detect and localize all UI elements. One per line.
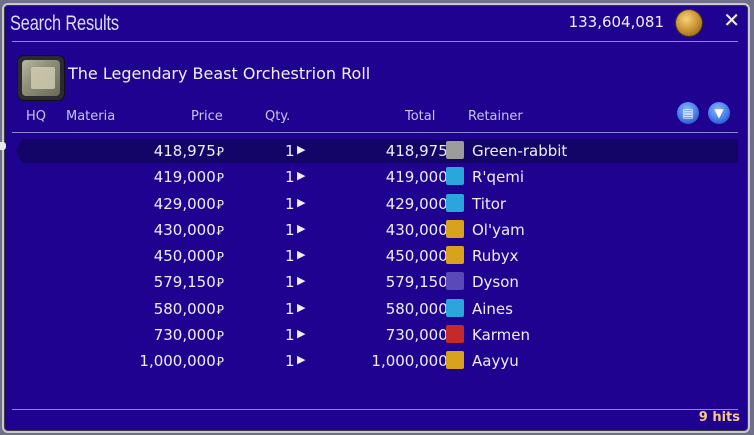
qty-cell: 1 xyxy=(285,220,295,239)
crest-icon xyxy=(446,219,464,238)
qty-cell: 1 xyxy=(285,273,295,292)
header-qty[interactable]: Qty. xyxy=(265,109,291,124)
retainer-name: Ol'yam xyxy=(472,220,525,239)
ship-icon xyxy=(446,325,464,344)
shield-icon xyxy=(446,272,464,291)
play-arrow-icon: ▶ xyxy=(297,300,306,314)
qty-cell: 1 xyxy=(285,352,295,371)
crest-icon xyxy=(446,351,464,370)
tower-icon xyxy=(446,167,464,186)
retainer-name: R'qemi xyxy=(472,168,525,187)
tower-icon xyxy=(446,298,464,317)
listing-row[interactable]: 1,000,000Ꝑ 1 ▶ 1,000,000Ꝑ Aayyu xyxy=(4,348,748,374)
retainer-name: Aayyu xyxy=(472,352,519,371)
listing-row[interactable]: 579,150Ꝑ 1 ▶ 579,150Ꝑ Dyson xyxy=(4,269,748,295)
close-button[interactable]: ✕ xyxy=(723,8,740,32)
play-arrow-icon: ▶ xyxy=(297,353,306,367)
price-cell: 1,000,000Ꝑ xyxy=(139,352,224,371)
retainer-name: Dyson xyxy=(472,273,519,292)
title-divider xyxy=(12,41,738,42)
crest-icon xyxy=(446,246,464,265)
play-arrow-icon: ▶ xyxy=(297,169,306,183)
play-arrow-icon: ▶ xyxy=(297,195,306,209)
listing-row[interactable]: 430,000Ꝑ 1 ▶ 430,000Ꝑ Ol'yam xyxy=(4,217,748,243)
price-cell: 418,975Ꝑ xyxy=(153,142,224,160)
total-cell: 1,000,000Ꝑ xyxy=(371,352,456,371)
qty-cell: 1 xyxy=(285,326,295,345)
header-total[interactable]: Total xyxy=(405,109,436,124)
retainer-name: Titor xyxy=(472,194,507,213)
qty-cell: 1 xyxy=(285,142,295,160)
listing-row[interactable]: 580,000Ꝑ 1 ▶ 580,000Ꝑ Aines xyxy=(4,296,748,322)
price-cell: 419,000Ꝑ xyxy=(153,168,224,187)
header-price[interactable]: Price xyxy=(191,109,223,124)
gil-balance: 133,604,081 xyxy=(568,13,664,31)
item-name: The Legendary Beast Orchestrion Roll xyxy=(68,64,371,83)
price-cell: 730,000Ꝑ xyxy=(153,326,224,345)
footer-divider xyxy=(12,409,738,410)
listing-row[interactable]: 429,000Ꝑ 1 ▶ 429,000Ꝑ Titor xyxy=(4,191,748,217)
titlebar: Search Results 133,604,081 ✕ xyxy=(4,5,748,41)
qty-cell: 1 xyxy=(285,168,295,187)
selection-cursor-icon xyxy=(0,142,6,150)
play-arrow-icon: ▶ xyxy=(297,248,306,262)
price-cell: 430,000Ꝑ xyxy=(153,220,224,239)
retainer-name: Karmen xyxy=(472,326,531,345)
filter-icon[interactable]: ▼ xyxy=(708,102,730,124)
qty-cell: 1 xyxy=(285,247,295,266)
qty-cell: 1 xyxy=(285,194,295,213)
play-arrow-icon: ▶ xyxy=(297,143,306,156)
list-view-icon[interactable]: ▤ xyxy=(677,102,699,124)
header-retainer[interactable]: Retainer xyxy=(468,109,523,124)
price-cell: 429,000Ꝑ xyxy=(153,194,224,213)
header-hq[interactable]: HQ xyxy=(26,109,47,124)
qty-cell: 1 xyxy=(285,299,295,318)
listing-row[interactable]: 418,975Ꝑ 1 ▶ 418,975Ꝑ Green-rabbit xyxy=(4,138,748,164)
price-cell: 579,150Ꝑ xyxy=(153,273,224,292)
gil-coin-icon xyxy=(676,10,702,36)
price-cell: 580,000Ꝑ xyxy=(153,299,224,318)
header-divider xyxy=(12,132,738,133)
price-cell: 450,000Ꝑ xyxy=(153,247,224,266)
listing-row[interactable]: 730,000Ꝑ 1 ▶ 730,000Ꝑ Karmen xyxy=(4,322,748,348)
listing-row[interactable]: 450,000Ꝑ 1 ▶ 450,000Ꝑ Rubyx xyxy=(4,243,748,269)
retainer-name: Aines xyxy=(472,299,513,318)
retainer-name: Green-rabbit xyxy=(472,142,568,160)
listings-table: 418,975Ꝑ 1 ▶ 418,975Ꝑ Green-rabbit 419,0… xyxy=(4,138,748,375)
retainer-name: Rubyx xyxy=(472,247,519,266)
whirl-icon xyxy=(446,141,464,159)
play-arrow-icon: ▶ xyxy=(297,327,306,341)
header-materia[interactable]: Materia xyxy=(66,109,116,124)
tower-icon xyxy=(446,193,464,212)
hit-count: 9 hits xyxy=(698,410,740,425)
listing-row[interactable]: 419,000Ꝑ 1 ▶ 419,000Ꝑ R'qemi xyxy=(4,164,748,190)
orchestrion-roll-icon[interactable] xyxy=(18,56,64,100)
play-arrow-icon: ▶ xyxy=(297,274,306,288)
search-results-window: Search Results 133,604,081 ✕ The Legenda… xyxy=(2,3,750,433)
play-arrow-icon: ▶ xyxy=(297,221,306,235)
window-title: Search Results xyxy=(10,12,119,35)
